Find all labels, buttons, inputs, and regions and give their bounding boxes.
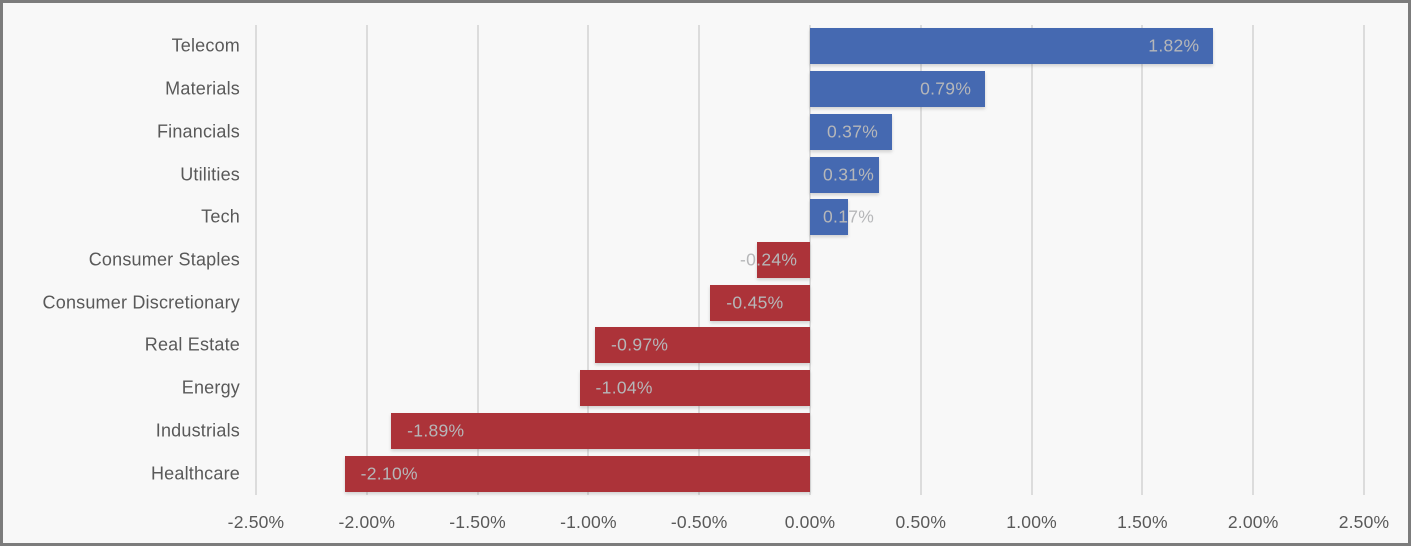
bar-value-label: 0.37% <box>826 121 879 142</box>
x-tick-label: -2.00% <box>338 512 396 532</box>
gridline <box>365 25 368 495</box>
bar <box>595 327 810 364</box>
bar <box>579 370 810 407</box>
bar <box>391 412 810 449</box>
x-tick-label: 1.50% <box>1117 512 1168 532</box>
bar-value-label: 1.82% <box>1148 35 1200 56</box>
bar-value-label: -1.89% <box>407 420 465 441</box>
bar <box>810 156 879 193</box>
gridline <box>919 25 922 495</box>
category-label: Healthcare <box>150 463 240 484</box>
gridline <box>1252 25 1255 495</box>
gridline <box>587 25 590 495</box>
bar-value-label: -0.97% <box>611 334 669 355</box>
bar <box>810 71 986 108</box>
x-tick-label: 0.50% <box>895 512 947 532</box>
bar <box>810 113 892 150</box>
x-tick-label: 0.00% <box>784 512 836 532</box>
x-tick-label: -2.50% <box>227 512 285 532</box>
x-tick-label: -1.50% <box>449 512 506 532</box>
category-label: Energy <box>181 377 240 398</box>
gridline <box>809 25 811 495</box>
category-label: Consumer Discretionary <box>42 292 240 313</box>
gridline <box>1363 25 1365 495</box>
bar-value-label: -1.04% <box>595 377 653 398</box>
x-tick-label: 2.50% <box>1338 512 1390 532</box>
category-label: Telecom <box>171 35 240 56</box>
x-tick-label: -0.50% <box>670 512 728 532</box>
category-label: Consumer Staples <box>88 249 240 270</box>
bar-value-label: 0.17% <box>823 206 875 227</box>
gridline <box>476 25 479 495</box>
category-label: Utilities <box>180 164 240 185</box>
bar <box>810 199 848 236</box>
category-label: Industrials <box>155 420 240 441</box>
category-label: Materials <box>165 78 240 99</box>
x-tick-label: 2.00% <box>1227 512 1279 532</box>
bar-value-label: 0.79% <box>920 78 972 99</box>
category-label: Financials <box>156 121 240 142</box>
category-label: Real Estate <box>144 334 240 355</box>
bar <box>344 455 810 492</box>
category-label: Tech <box>201 206 240 227</box>
bar-value-label: 0.31% <box>823 164 875 185</box>
gridline <box>1141 25 1144 495</box>
gridline <box>1030 25 1033 495</box>
bar-value-label: -0.24% <box>740 249 798 270</box>
bar <box>810 28 1214 65</box>
gridline <box>698 25 701 495</box>
x-tick-label: 1.00% <box>1006 512 1057 532</box>
x-tick-label: -1.00% <box>560 512 617 532</box>
bar <box>756 242 810 278</box>
gridline <box>255 25 257 495</box>
bar <box>710 284 810 321</box>
bar-value-label: -0.45% <box>726 292 784 313</box>
bar-value-label: -2.10% <box>360 463 418 484</box>
